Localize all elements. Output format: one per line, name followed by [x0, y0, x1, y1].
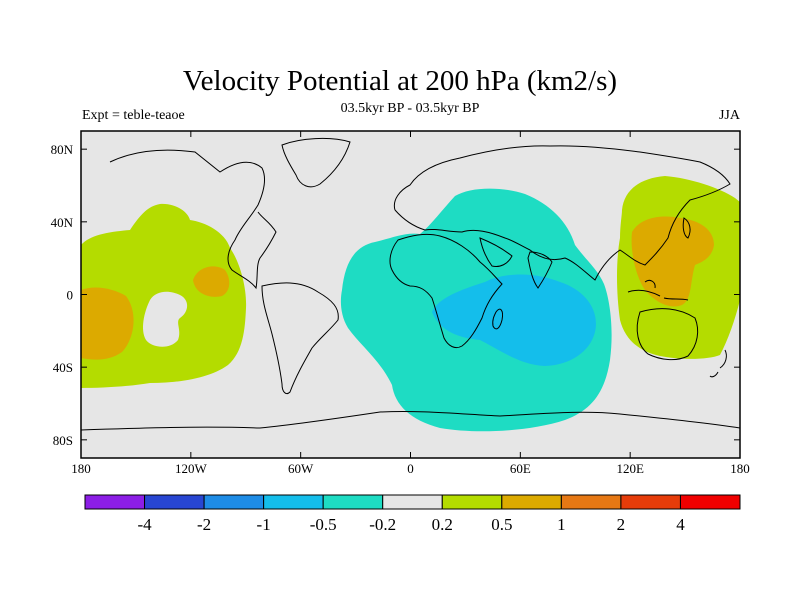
colorbar-label: -0.2 — [369, 515, 396, 534]
y-tick-label: 40S — [53, 360, 73, 375]
west-pacific-core — [631, 216, 714, 307]
x-tick-label: 0 — [407, 461, 414, 476]
colorbar-label: -0.5 — [310, 515, 337, 534]
colorbar-label: 0.2 — [432, 515, 453, 534]
colorbar-label: -4 — [137, 515, 152, 534]
colorbar-label: -1 — [257, 515, 271, 534]
japan-coast — [682, 217, 691, 239]
indian-ocean-core — [432, 274, 596, 366]
colorbar-swatch — [144, 494, 205, 510]
africa-coast — [389, 233, 503, 349]
colorbar-label: 0.5 — [491, 515, 512, 534]
eurasia-coast — [393, 145, 731, 281]
india-coast — [527, 251, 553, 289]
y-tick-label: 80N — [51, 142, 74, 157]
axis-ticks: 180 120W 60W 0 60E 120E 180 80N 40N 0 40S 80S — [51, 131, 750, 476]
x-tick-label: 120E — [616, 461, 644, 476]
plot-area: 180 120W 60W 0 60E 120E 180 80N 40N 0 40S 80S — [51, 130, 750, 476]
pacific-core-2 — [193, 266, 230, 297]
north-america-coast — [109, 149, 277, 290]
colorbar-swatch — [322, 494, 384, 510]
indonesia-islands — [627, 279, 689, 301]
madagascar-coast — [492, 308, 503, 330]
colorbar-label: 2 — [617, 515, 626, 534]
coastline-layer — [81, 137, 740, 431]
colorbar: -4 -2 -1 -0.5 -0.2 0.2 0.5 1 2 4 — [84, 494, 741, 534]
x-tick-label: 60W — [288, 461, 314, 476]
x-tick-label: 180 — [730, 461, 750, 476]
colorbar-swatch — [84, 494, 146, 510]
x-tick-label: 180 — [71, 461, 91, 476]
arabia-coast — [479, 237, 513, 267]
y-tick-label: 80S — [53, 433, 73, 448]
colorbar-label: 1 — [557, 515, 566, 534]
pacific-core-1 — [81, 287, 134, 360]
season-label: JJA — [719, 108, 741, 123]
pacific-neutral-hole — [143, 291, 188, 347]
colorbar-label: -2 — [197, 515, 211, 534]
colorbar-swatch — [679, 494, 741, 510]
x-tick-label: 120W — [175, 461, 208, 476]
colorbar-swatch — [441, 494, 503, 510]
new-zealand-coast — [709, 349, 727, 378]
greenland-coast — [281, 137, 351, 188]
y-tick-label: 40N — [51, 215, 74, 230]
antarctica-coast — [81, 410, 740, 431]
colorbar-label: 4 — [676, 515, 685, 534]
colorbar-swatch — [501, 494, 562, 510]
y-tick-label: 0 — [67, 288, 74, 303]
experiment-label: Expt = teble-teaoe — [82, 108, 185, 123]
south-america-coast — [261, 282, 339, 395]
australia-coast — [636, 308, 699, 361]
colorbar-swatch — [620, 494, 681, 510]
period-label: 03.5kyr BP - 03.5kyr BP — [341, 101, 480, 116]
chart-title: Velocity Potential at 200 hPa (km2/s) — [183, 65, 617, 97]
colorbar-swatch — [203, 494, 265, 510]
colorbar-swatch — [560, 494, 622, 510]
colorbar-swatch — [263, 494, 324, 510]
x-tick-label: 60E — [510, 461, 531, 476]
colorbar-swatch — [382, 494, 443, 510]
contour-fill-layer — [81, 176, 740, 432]
